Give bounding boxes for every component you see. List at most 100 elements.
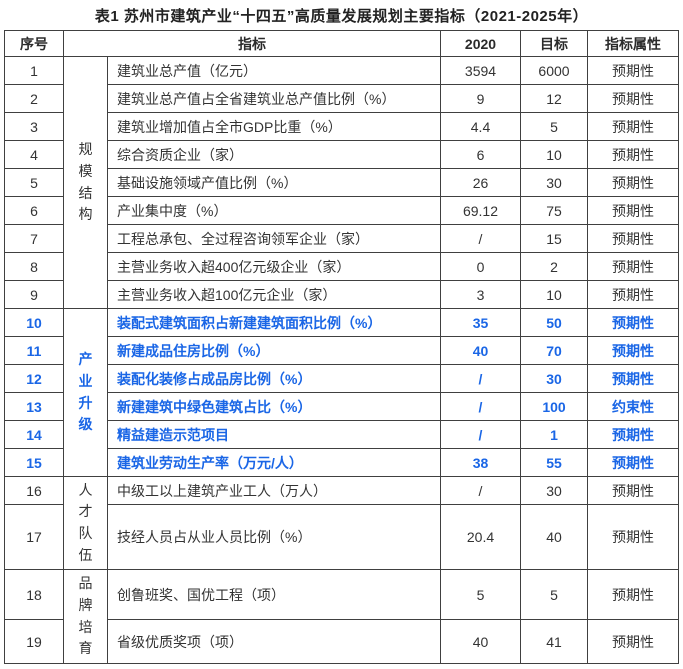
value-2020-cell: 35 bbox=[440, 308, 521, 337]
indicator-cell: 产业集中度（%） bbox=[107, 196, 441, 225]
target-cell: 10 bbox=[520, 140, 588, 169]
table-row-highlighted: 14 精益建造示范项目 / 1 预期性 bbox=[4, 420, 679, 449]
attribute-cell: 预期性 bbox=[587, 280, 679, 309]
target-cell: 2 bbox=[520, 252, 588, 281]
attribute-cell: 预期性 bbox=[587, 196, 679, 225]
target-cell: 50 bbox=[520, 308, 588, 337]
row-number-cell: 15 bbox=[4, 448, 64, 477]
table-row: 19 省级优质奖项（项） 40 41 预期性 bbox=[4, 619, 679, 664]
group-label: 规模结构 bbox=[78, 141, 93, 223]
value-2020-cell: 3 bbox=[440, 280, 521, 309]
col-header-indicator: 指标 bbox=[63, 30, 441, 57]
col-header-target: 目标 bbox=[520, 30, 588, 57]
target-cell: 70 bbox=[520, 336, 588, 365]
col-header-no: 序号 bbox=[4, 30, 64, 57]
attribute-cell: 预期性 bbox=[587, 168, 679, 197]
indicator-cell: 主营业务收入超100亿元企业（家） bbox=[107, 280, 441, 309]
indicator-cell: 建筑业劳动生产率（万元/人） bbox=[107, 448, 441, 477]
attribute-cell: 预期性 bbox=[587, 619, 679, 664]
target-cell: 40 bbox=[520, 504, 588, 570]
row-number-cell: 7 bbox=[4, 224, 64, 253]
value-2020-cell: / bbox=[440, 420, 521, 449]
group-cell-talent-team: 人才队伍 bbox=[63, 476, 108, 570]
value-2020-cell: 40 bbox=[440, 336, 521, 365]
indicator-cell: 技经人员占从业人员比例（%） bbox=[107, 504, 441, 570]
target-cell: 6000 bbox=[520, 56, 588, 85]
group-cell-industry-upgrade: 产业升级 bbox=[63, 308, 108, 477]
col-header-attribute: 指标属性 bbox=[587, 30, 679, 57]
attribute-cell: 预期性 bbox=[587, 308, 679, 337]
row-number-cell: 2 bbox=[4, 84, 64, 113]
value-2020-cell: / bbox=[440, 224, 521, 253]
row-number-cell: 12 bbox=[4, 364, 64, 393]
page-title: 表1 苏州市建筑产业“十四五”高质量发展规划主要指标（2021-2025年） bbox=[94, 8, 589, 25]
value-2020-cell: / bbox=[440, 476, 521, 505]
table-row: 7 工程总承包、全过程咨询领军企业（家） / 15 预期性 bbox=[4, 224, 679, 253]
row-number-cell: 8 bbox=[4, 252, 64, 281]
indicator-cell: 精益建造示范项目 bbox=[107, 420, 441, 449]
table-row: 18 品牌培育 创鲁班奖、国优工程（项） 5 5 预期性 bbox=[4, 569, 679, 664]
value-2020-cell: 20.4 bbox=[440, 504, 521, 570]
value-2020-cell: 9 bbox=[440, 84, 521, 113]
value-2020-cell: 5 bbox=[440, 569, 521, 620]
row-number-cell: 3 bbox=[4, 112, 64, 141]
indicator-cell: 建筑业总产值占全省建筑业总产值比例（%） bbox=[107, 84, 441, 113]
target-cell: 41 bbox=[520, 619, 588, 664]
attribute-cell: 约束性 bbox=[587, 392, 679, 421]
target-cell: 10 bbox=[520, 280, 588, 309]
indicator-cell: 综合资质企业（家） bbox=[107, 140, 441, 169]
target-cell: 30 bbox=[520, 168, 588, 197]
attribute-cell: 预期性 bbox=[587, 448, 679, 477]
indicator-cell: 省级优质奖项（项） bbox=[107, 619, 441, 664]
value-2020-cell: / bbox=[440, 364, 521, 393]
attribute-cell: 预期性 bbox=[587, 364, 679, 393]
indicator-cell: 创鲁班奖、国优工程（项） bbox=[107, 569, 441, 620]
value-2020-cell: 6 bbox=[440, 140, 521, 169]
value-2020-cell: 3594 bbox=[440, 56, 521, 85]
value-2020-cell: 0 bbox=[440, 252, 521, 281]
attribute-cell: 预期性 bbox=[587, 112, 679, 141]
row-number-cell: 16 bbox=[4, 476, 64, 505]
value-2020-cell: 26 bbox=[440, 168, 521, 197]
value-2020-cell: 38 bbox=[440, 448, 521, 477]
target-cell: 15 bbox=[520, 224, 588, 253]
row-number-cell: 6 bbox=[4, 196, 64, 225]
row-number-cell: 19 bbox=[4, 619, 64, 664]
indicator-cell: 装配化装修占成品房比例（%） bbox=[107, 364, 441, 393]
target-cell: 30 bbox=[520, 476, 588, 505]
attribute-cell: 预期性 bbox=[587, 140, 679, 169]
value-2020-cell: 4.4 bbox=[440, 112, 521, 141]
table-row: 8 主营业务收入超400亿元级企业（家） 0 2 预期性 bbox=[4, 252, 679, 281]
group-cell-scale-structure: 规模结构 bbox=[63, 56, 108, 309]
attribute-cell: 预期性 bbox=[587, 504, 679, 570]
table-row-highlighted: 15 建筑业劳动生产率（万元/人） 38 55 预期性 bbox=[4, 448, 679, 477]
attribute-cell: 预期性 bbox=[587, 420, 679, 449]
attribute-cell: 预期性 bbox=[587, 336, 679, 365]
indicators-table: 序号 指标 2020 目标 指标属性 1 规模结构 建筑业总产值（亿元） 359… bbox=[4, 30, 679, 664]
target-cell: 5 bbox=[520, 569, 588, 620]
target-cell: 1 bbox=[520, 420, 588, 449]
table-row: 6 产业集中度（%） 69.12 75 预期性 bbox=[4, 196, 679, 225]
indicator-cell: 主营业务收入超400亿元级企业（家） bbox=[107, 252, 441, 281]
group-label: 品牌培育 bbox=[78, 575, 93, 657]
indicator-cell: 工程总承包、全过程咨询领军企业（家） bbox=[107, 224, 441, 253]
indicator-cell: 装配式建筑面积占新建建筑面积比例（%） bbox=[107, 308, 441, 337]
col-header-2020: 2020 bbox=[440, 30, 521, 57]
attribute-cell: 预期性 bbox=[587, 84, 679, 113]
table-row-highlighted: 13 新建建筑中绿色建筑占比（%） / 100 约束性 bbox=[4, 392, 679, 421]
value-2020-cell: 40 bbox=[440, 619, 521, 664]
group-label: 人才队伍 bbox=[78, 481, 93, 563]
table-row: 16 人才队伍 中级工以上建筑产业工人（万人） / 30 预期性 bbox=[4, 476, 679, 570]
value-2020-cell: 69.12 bbox=[440, 196, 521, 225]
header-row: 序号 指标 2020 目标 指标属性 bbox=[4, 30, 679, 57]
row-number-cell: 9 bbox=[4, 280, 64, 309]
row-number-cell: 5 bbox=[4, 168, 64, 197]
row-number-cell: 4 bbox=[4, 140, 64, 169]
row-number-cell: 1 bbox=[4, 56, 64, 85]
attribute-cell: 预期性 bbox=[587, 224, 679, 253]
group-label: 产业升级 bbox=[78, 351, 93, 433]
target-cell: 5 bbox=[520, 112, 588, 141]
table-row-highlighted: 12 装配化装修占成品房比例（%） / 30 预期性 bbox=[4, 364, 679, 393]
target-cell: 12 bbox=[520, 84, 588, 113]
table-row-highlighted: 10 产业升级 装配式建筑面积占新建建筑面积比例（%） 35 50 预期性 bbox=[4, 308, 679, 477]
